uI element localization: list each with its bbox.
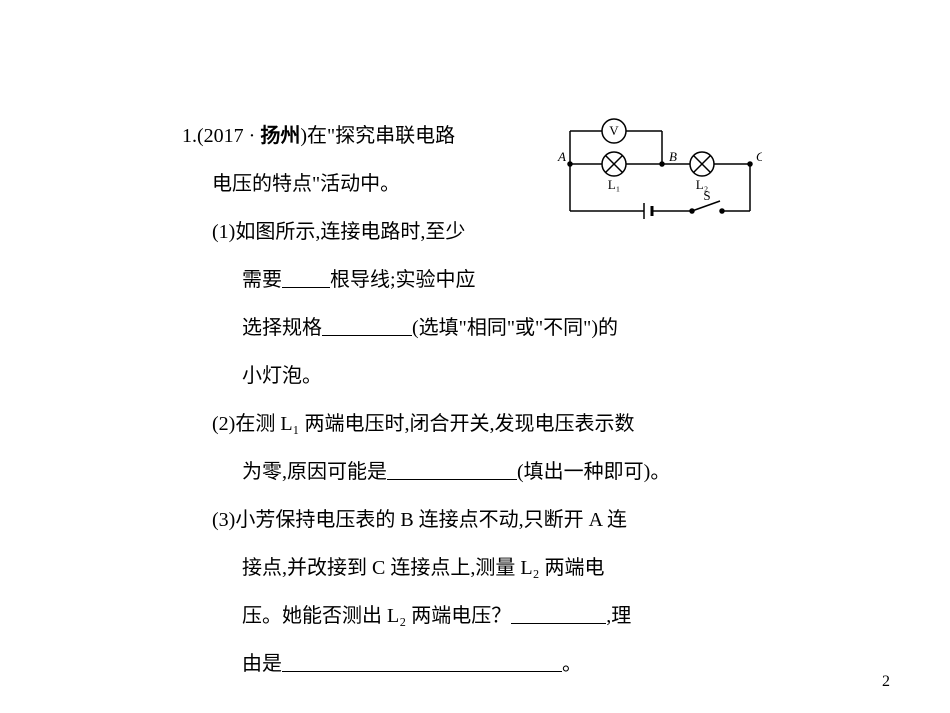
label-a: A	[557, 149, 566, 164]
blank-4	[511, 604, 606, 624]
part3-line1: (3)小芳保持电压表的 B 连接点不动,只断开 A 连	[182, 496, 762, 544]
blank-2	[322, 316, 412, 336]
part1-d: 小灯泡。	[242, 365, 322, 387]
label-b: B	[669, 149, 677, 164]
part1-b1: 需要	[242, 269, 282, 291]
part1-line2: 需要 根导线;实验中应	[182, 256, 762, 304]
part1-b2: 根导线;实验中应	[330, 269, 476, 291]
part3-a: 小芳保持电压表的 B 连接点不动,只断开 A 连	[235, 509, 627, 531]
part1-line4: 小灯泡。	[182, 352, 762, 400]
label-v: V	[609, 123, 619, 138]
part2-b2: (填出一种即可)。	[517, 461, 670, 483]
part3-d1: 由是	[242, 653, 282, 675]
part2-a: 在测 L₁ 两端电压时,闭合开关,发现电压表示数	[235, 413, 634, 435]
part2-b1: 为零,原因可能是	[242, 461, 387, 483]
part2-label: (2)	[212, 413, 235, 435]
part3-line2: 接点,并改接到 C 连接点上,测量 L₂ 两端电	[182, 544, 762, 592]
page-number: 2	[882, 673, 890, 691]
part3-b: 接点,并改接到 C 连接点上,测量 L₂ 两端电	[242, 557, 605, 579]
part2-line1: (2)在测 L₁ 两端电压时,闭合开关,发现电压表示数	[182, 400, 762, 448]
part1-c2: (选填"相同"或"不同")的	[412, 317, 618, 339]
circuit-diagram: V A B C L₁ L₂ S	[552, 116, 762, 226]
part3-line4: 由是 。	[182, 640, 762, 688]
part1-label: (1)	[212, 221, 235, 243]
part3-c1: 压。她能否测出 L₂ 两端电压？	[242, 605, 511, 627]
part3-c2: ,理	[606, 605, 631, 627]
q-number: 1.	[182, 125, 197, 147]
part1-c1: 选择规格	[242, 317, 322, 339]
part1-line3: 选择规格 (选填"相同"或"不同")的	[182, 304, 762, 352]
part2-line2: 为零,原因可能是 (填出一种即可)。	[182, 448, 762, 496]
part3-label: (3)	[212, 509, 235, 531]
label-l1: L₁	[608, 177, 620, 192]
blank-5	[282, 652, 562, 672]
part1-a: 如图所示,连接电路时,至少	[235, 221, 465, 243]
blank-3	[387, 460, 517, 480]
label-s: S	[703, 188, 710, 203]
line-2-text: 电压的特点"活动中。	[212, 173, 400, 195]
label-c: C	[756, 149, 762, 164]
blank-1	[282, 268, 330, 288]
part3-d2: 。	[562, 653, 582, 675]
src-bold: 扬州	[260, 125, 300, 147]
part3-line3: 压。她能否测出 L₂ 两端电压？ ,理	[182, 592, 762, 640]
src-suffix: )在"探究串联电路	[300, 125, 455, 147]
src-prefix: (2017 ·	[197, 125, 260, 147]
